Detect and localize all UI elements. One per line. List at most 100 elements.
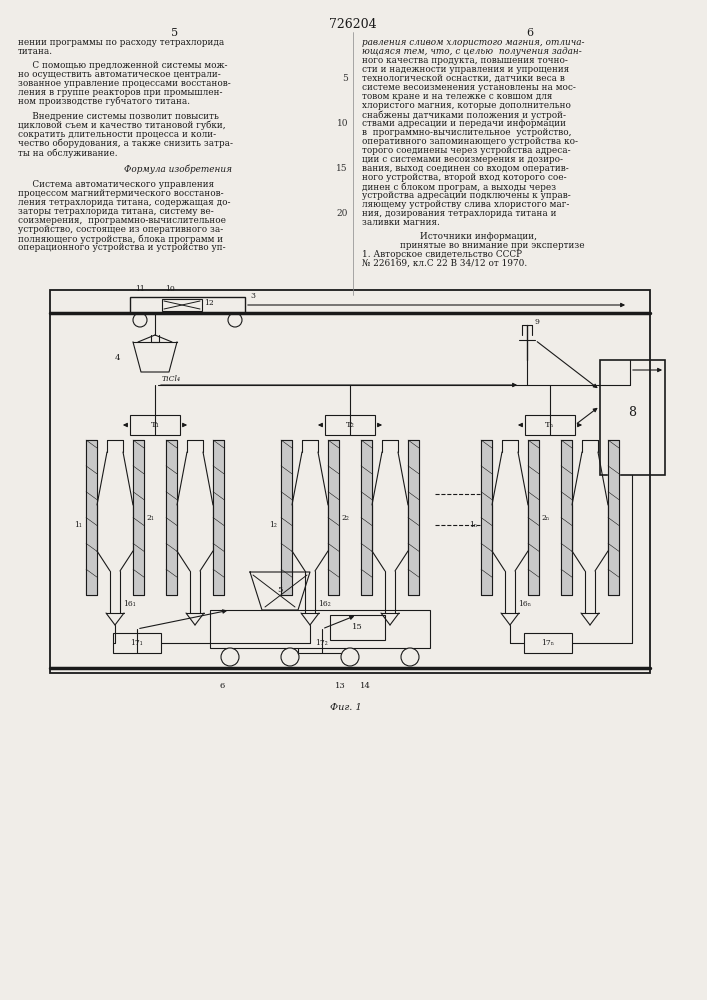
Text: 5: 5 <box>342 74 348 83</box>
Text: Внедрение системы позволит повысить: Внедрение системы позволит повысить <box>18 112 219 121</box>
Text: полняющего устройства, блока программ и: полняющего устройства, блока программ и <box>18 234 223 243</box>
Text: сократить длительности процесса и коли-: сократить длительности процесса и коли- <box>18 130 216 139</box>
Text: 16ₙ: 16ₙ <box>518 600 531 608</box>
Text: товом кране и на тележке с ковшом для: товом кране и на тележке с ковшом для <box>362 92 552 101</box>
Text: 2ₙ: 2ₙ <box>541 514 549 522</box>
Text: соизмерения,  программно-вычислительное: соизмерения, программно-вычислительное <box>18 216 226 225</box>
Bar <box>162 299 202 311</box>
Circle shape <box>228 313 242 327</box>
Text: T₂: T₂ <box>346 421 354 429</box>
Text: 1₂: 1₂ <box>269 521 277 529</box>
Text: Фиг. 1: Фиг. 1 <box>330 703 362 712</box>
Text: заливки магния.: заливки магния. <box>362 218 440 227</box>
Bar <box>524 633 572 653</box>
Bar <box>210 610 430 648</box>
Text: динен с блоком програм, а выходы через: динен с блоком програм, а выходы через <box>362 182 556 192</box>
Text: 15: 15 <box>337 164 348 173</box>
Polygon shape <box>166 440 177 595</box>
Text: операционного устройства и устройство уп-: операционного устройства и устройство уп… <box>18 243 226 252</box>
Text: 20: 20 <box>337 209 348 218</box>
Text: ления в группе реакторов при промышлен-: ления в группе реакторов при промышлен- <box>18 88 223 97</box>
Text: 9: 9 <box>535 318 540 326</box>
Polygon shape <box>133 440 144 595</box>
Text: 14: 14 <box>360 682 371 690</box>
Text: зованное управление процессами восстанов-: зованное управление процессами восстанов… <box>18 79 230 88</box>
Text: 3: 3 <box>250 292 255 300</box>
Text: 6: 6 <box>220 682 226 690</box>
Text: ствами адресации и передачи информации: ствами адресации и передачи информации <box>362 119 566 128</box>
Bar <box>330 615 385 640</box>
Text: оперативного запоминающего устройства ко-: оперативного запоминающего устройства ко… <box>362 137 578 146</box>
Text: равления сливом хлористого магния, отлича-: равления сливом хлористого магния, отлич… <box>362 38 585 47</box>
Polygon shape <box>328 440 339 595</box>
Text: ющаяся тем, что, с целью  получения задан-: ющаяся тем, что, с целью получения задан… <box>362 47 582 56</box>
Text: ного устройства, второй вход которого сое-: ного устройства, второй вход которого со… <box>362 173 566 182</box>
Polygon shape <box>86 440 97 595</box>
Text: 17₁: 17₁ <box>131 639 144 647</box>
Text: 8: 8 <box>628 406 636 420</box>
Text: ции с системами весоизмерения и дозиро-: ции с системами весоизмерения и дозиро- <box>362 155 563 164</box>
Text: цикловой съем и качество титановой губки,: цикловой съем и качество титановой губки… <box>18 121 226 130</box>
Text: 17ₙ: 17ₙ <box>542 639 554 647</box>
Polygon shape <box>213 440 224 595</box>
Text: нении программы по расходу тетрахлорида: нении программы по расходу тетрахлорида <box>18 38 224 47</box>
Text: торого соединены через устройства адреса-: торого соединены через устройства адреса… <box>362 146 571 155</box>
Text: титана.: титана. <box>18 47 53 56</box>
Text: № 226169, кл.С 22 В 34/12 от 1970.: № 226169, кл.С 22 В 34/12 от 1970. <box>362 259 527 268</box>
Circle shape <box>401 648 419 666</box>
Circle shape <box>281 648 299 666</box>
Text: 16₁: 16₁ <box>123 600 136 608</box>
Text: ном производстве губчатого титана.: ном производстве губчатого титана. <box>18 97 190 106</box>
Text: ты на обслуживание.: ты на обслуживание. <box>18 148 117 157</box>
Polygon shape <box>361 440 372 595</box>
Polygon shape <box>281 440 292 595</box>
Text: Формула изобретения: Формула изобретения <box>124 165 232 174</box>
Text: чество оборудования, а также снизить затра-: чество оборудования, а также снизить зат… <box>18 139 233 148</box>
Text: С помощью предложенной системы мож-: С помощью предложенной системы мож- <box>18 61 228 70</box>
Text: 4: 4 <box>115 354 120 362</box>
Text: 12: 12 <box>204 299 214 307</box>
Bar <box>298 633 346 653</box>
Circle shape <box>133 313 147 327</box>
Bar <box>113 633 161 653</box>
Circle shape <box>221 648 239 666</box>
Bar <box>600 360 665 475</box>
Text: T₁: T₁ <box>151 421 160 429</box>
Bar <box>525 415 575 435</box>
Circle shape <box>341 648 359 666</box>
Text: 10: 10 <box>165 285 175 293</box>
Text: 10: 10 <box>337 119 348 128</box>
Text: 1₁: 1₁ <box>74 521 82 529</box>
Text: Система автоматического управления: Система автоматического управления <box>18 180 214 189</box>
Text: процессом магнийтермического восстанов-: процессом магнийтермического восстанов- <box>18 189 223 198</box>
Polygon shape <box>408 440 419 595</box>
Text: 6: 6 <box>527 28 534 38</box>
Text: сти и надежности управления и упрощения: сти и надежности управления и упрощения <box>362 65 569 74</box>
Text: хлористого магния, которые дополнительно: хлористого магния, которые дополнительно <box>362 101 571 110</box>
Text: но осуществить автоматическое централи-: но осуществить автоматическое централи- <box>18 70 221 79</box>
Text: 2₂: 2₂ <box>341 514 349 522</box>
Text: ния, дозирования тетрахлорида титана и: ния, дозирования тетрахлорида титана и <box>362 209 556 218</box>
Polygon shape <box>528 440 539 595</box>
Text: 1. Авторское свидетельство СССР: 1. Авторское свидетельство СССР <box>362 250 522 259</box>
Text: заторы тетрахлорида титана, систему ве-: заторы тетрахлорида титана, систему ве- <box>18 207 214 216</box>
Text: ления тетрахлорида титана, содержащая до-: ления тетрахлорида титана, содержащая до… <box>18 198 230 207</box>
Bar <box>130 297 245 313</box>
Text: 17₂: 17₂ <box>315 639 328 647</box>
Polygon shape <box>561 440 572 595</box>
Text: 2₁: 2₁ <box>146 514 154 522</box>
Polygon shape <box>608 440 619 595</box>
Text: Источники информации,: Источники информации, <box>420 232 537 241</box>
Text: Tₙ: Tₙ <box>545 421 554 429</box>
Bar <box>325 415 375 435</box>
Text: 726204: 726204 <box>329 18 377 31</box>
Text: технологической оснастки, датчики веса в: технологической оснастки, датчики веса в <box>362 74 565 83</box>
Text: ляющему устройству слива хлористого маг-: ляющему устройству слива хлористого маг- <box>362 200 569 209</box>
Text: 5: 5 <box>171 28 179 38</box>
Text: TiCl₄: TiCl₄ <box>162 375 181 383</box>
Text: 13: 13 <box>335 682 346 690</box>
Text: вания, выход соединен со входом оператив-: вания, выход соединен со входом оператив… <box>362 164 568 173</box>
Bar <box>130 415 180 435</box>
Text: 5: 5 <box>277 586 283 594</box>
Polygon shape <box>481 440 492 595</box>
